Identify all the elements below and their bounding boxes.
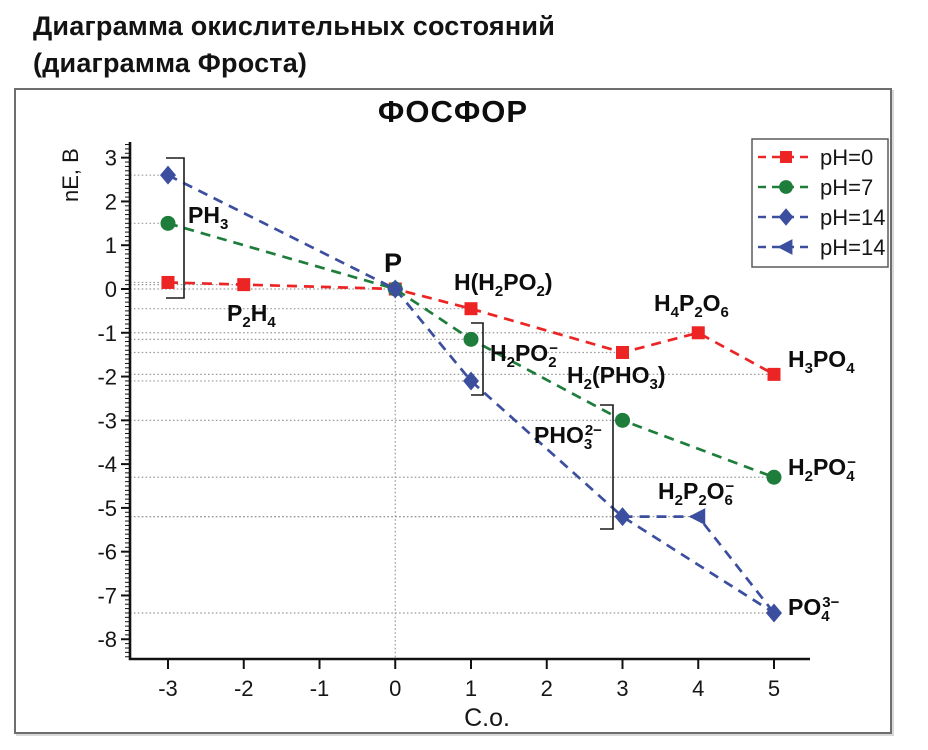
svg-text:3: 3 [105, 146, 117, 171]
svg-text:-3: -3 [158, 676, 178, 701]
svg-text:2: 2 [105, 189, 117, 214]
svg-text:1: 1 [105, 233, 117, 258]
species-brackets [166, 157, 614, 530]
svg-text:-4: -4 [97, 452, 117, 477]
svg-text:5: 5 [768, 676, 780, 701]
page-title: Диаграмма окислительных состояний (диагр… [33, 8, 555, 82]
svg-text:-6: -6 [97, 540, 117, 565]
svg-text:3: 3 [616, 676, 628, 701]
svg-text:0: 0 [389, 676, 401, 701]
svg-text:1: 1 [465, 676, 477, 701]
svg-text:-8: -8 [97, 627, 117, 652]
svg-text:-2: -2 [97, 365, 117, 390]
y-axis-title: nE, В [58, 148, 83, 202]
svg-text:4: 4 [692, 676, 704, 701]
svg-text:-3: -3 [97, 408, 117, 433]
svg-text:pH=14: pH=14 [820, 205, 885, 230]
svg-text:pH=0: pH=0 [820, 145, 873, 170]
svg-text:pH=14: pH=14 [820, 235, 885, 260]
svg-text:-2: -2 [234, 676, 254, 701]
svg-text:-7: -7 [97, 583, 117, 608]
data-series [160, 165, 782, 623]
page-title-line1: Диаграмма окислительных состояний [33, 11, 555, 41]
chart-title: ФОСФОР [377, 94, 529, 129]
svg-text:2: 2 [541, 676, 553, 701]
page-title-line2: (диаграмма Фроста) [33, 48, 308, 78]
svg-text:-1: -1 [97, 321, 117, 346]
axes: 3 2 1 0 -1 -2 -3 -4 -5 -6 -7 -8 -3 -2 -1 0 1 2 3 4 5 [97, 142, 810, 701]
chart-frame: 3 2 1 0 -1 -2 -3 -4 -5 -6 -7 -8 -3 -2 -1 0 1 2 3 4 5 pH=0 pH=… [14, 88, 892, 734]
svg-text:0: 0 [105, 277, 117, 302]
drop-gridlines [130, 174, 774, 659]
svg-text:-1: -1 [310, 676, 330, 701]
svg-text:pH=7: pH=7 [820, 175, 873, 200]
legend: pH=0 pH=7 pH=14 pH=14 [751, 138, 889, 268]
svg-text:-5: -5 [97, 496, 117, 521]
x-axis-title: С.о. [464, 704, 510, 732]
